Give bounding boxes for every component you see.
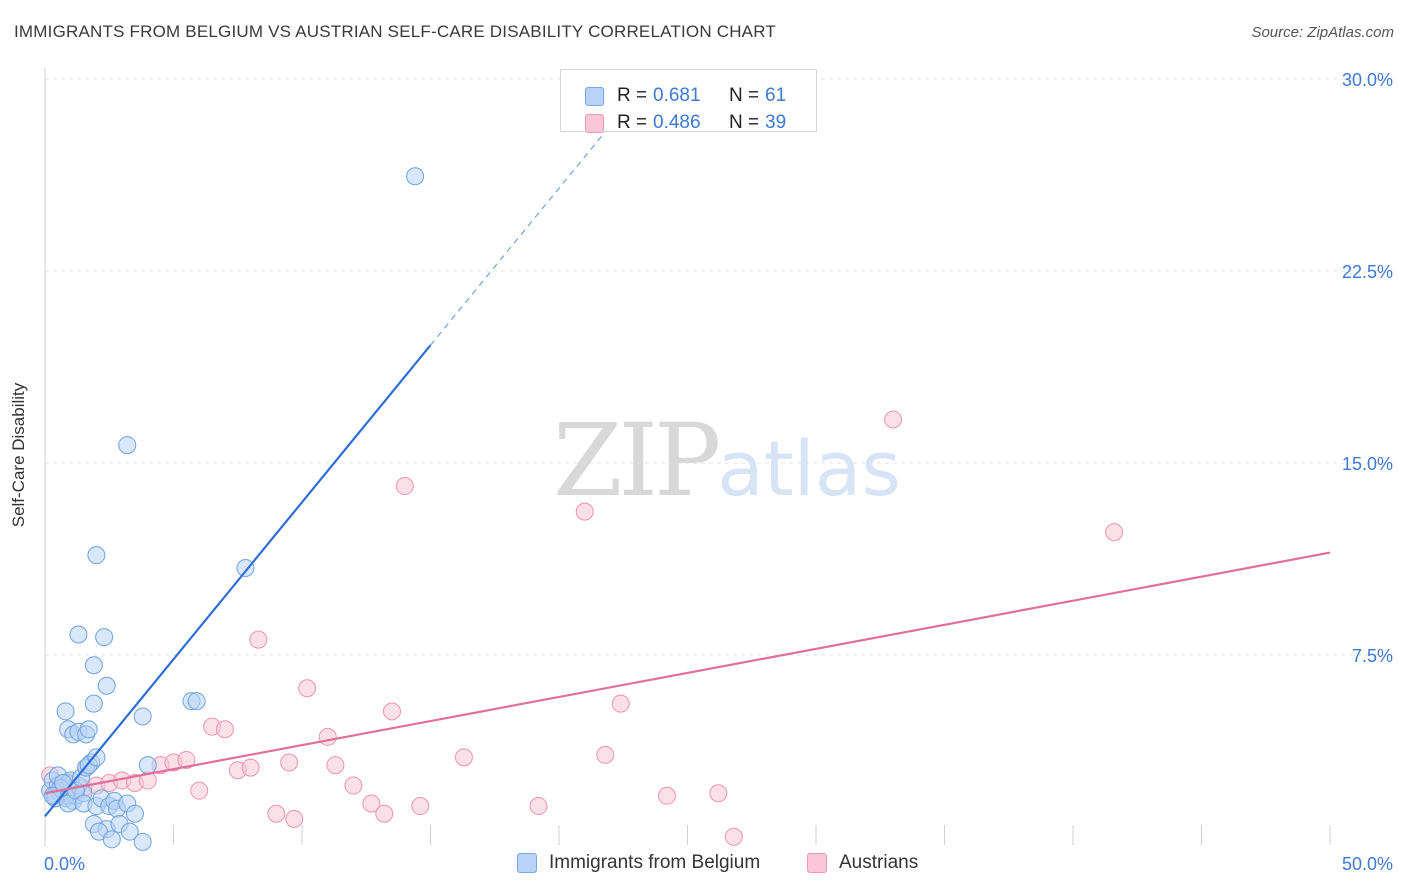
austrians-point <box>709 784 728 803</box>
austrians-point <box>529 797 548 816</box>
legend-item-austrians[interactable]: Austrians <box>807 852 918 874</box>
source-credit: Source: ZipAtlas.com <box>1251 24 1394 41</box>
y-tick-label: 7.5% <box>1352 646 1393 666</box>
trend-layer <box>44 125 1331 817</box>
belgium-point <box>120 822 139 841</box>
legend-series-label: Austrians <box>839 852 919 873</box>
belgium-point <box>102 830 121 849</box>
austrians-trend-line <box>44 551 1331 795</box>
austrians-point <box>1105 523 1124 542</box>
legend-swatch-pink <box>585 113 604 133</box>
belgium-point <box>79 720 98 739</box>
austrians-point <box>611 694 630 713</box>
legend-item-belgium[interactable]: Immigrants from Belgium <box>517 852 760 874</box>
legend-series-label: Immigrants from Belgium <box>549 852 761 873</box>
x-tick-label: 50.0% <box>1342 854 1393 874</box>
legend-n-value: 61 <box>765 85 787 106</box>
austrians-point <box>344 776 363 795</box>
belgium-point <box>87 748 106 767</box>
legend-r-value: 0.486 <box>653 112 701 133</box>
belgium-point <box>406 167 425 186</box>
y-tick-label: 30.0% <box>1342 70 1393 90</box>
austrians-point <box>395 477 414 496</box>
belgium-point <box>56 702 75 721</box>
belgium-point <box>69 625 88 644</box>
y-tick-label: 15.0% <box>1342 454 1393 474</box>
watermark: ZIPatlas <box>553 402 901 519</box>
austrians-point <box>362 794 381 813</box>
watermark-zip: ZIP <box>553 402 721 519</box>
belgium-points <box>41 167 425 851</box>
belgium-point <box>133 832 152 851</box>
legend-r-value: 0.681 <box>653 85 701 106</box>
belgium-point <box>133 707 152 726</box>
austrians-point <box>657 786 676 805</box>
austrians-points <box>41 410 1124 846</box>
watermark-atlas: atlas <box>717 424 901 513</box>
austrians-point <box>382 702 401 721</box>
belgium-point <box>118 436 137 455</box>
belgium-point <box>84 656 103 675</box>
belgium-point <box>95 628 114 647</box>
austrians-point <box>326 756 345 775</box>
austrians-point <box>596 745 615 764</box>
belgium-trend-line <box>44 344 432 817</box>
chart-title: IMMIGRANTS FROM BELGIUM VS AUSTRIAN SELF… <box>14 22 776 41</box>
austrians-point <box>298 679 317 698</box>
y-axis-label: Self-Care Disability <box>9 382 28 528</box>
austrians-point <box>375 804 394 823</box>
axis-layer <box>44 68 1331 847</box>
austrians-point <box>280 753 299 772</box>
austrians-point <box>249 630 268 649</box>
austrians-point <box>285 809 304 828</box>
legend-swatch-blue <box>517 853 537 873</box>
austrians-point <box>411 797 430 816</box>
legend-row-belgium: R = 0.681 N = 61 <box>585 84 786 108</box>
austrians-point <box>177 750 196 769</box>
legend-n-label: N = <box>729 85 760 106</box>
belgium-point <box>138 756 157 775</box>
austrians-point <box>575 502 594 521</box>
legend-swatch-pink <box>807 853 827 873</box>
austrians-point <box>215 720 234 739</box>
belgium-trend-extension <box>430 125 611 346</box>
austrians-point <box>190 781 209 800</box>
belgium-point <box>97 676 116 695</box>
legend-n-value: 39 <box>765 112 787 133</box>
correlation-legend: R = 0.681 N = 61 R = 0.486 N = 39 <box>560 69 817 135</box>
belgium-point <box>87 546 106 565</box>
legend-r-label: R = <box>617 112 648 133</box>
belgium-point <box>187 692 206 711</box>
belgium-point <box>125 804 144 823</box>
tick-label-layer: 7.5% 15.0% 22.5% 30.0% 0.0% 50.0% <box>44 70 1393 874</box>
austrians-point <box>241 758 260 777</box>
austrians-point <box>318 727 337 746</box>
legend-row-austrians: R = 0.486 N = 39 <box>585 111 786 135</box>
austrians-point <box>454 748 473 767</box>
austrians-point <box>884 410 903 429</box>
belgium-point <box>84 694 103 713</box>
legend-r-label: R = <box>617 85 648 106</box>
series-legend: Immigrants from Belgium Austrians <box>0 852 1406 876</box>
austrians-point <box>267 804 286 823</box>
legend-swatch-blue <box>585 86 604 106</box>
legend-n-label: N = <box>729 112 760 133</box>
y-tick-label: 22.5% <box>1342 262 1393 282</box>
belgium-point <box>236 558 255 577</box>
austrians-point <box>724 827 743 846</box>
x-tick-label: 0.0% <box>44 854 85 874</box>
